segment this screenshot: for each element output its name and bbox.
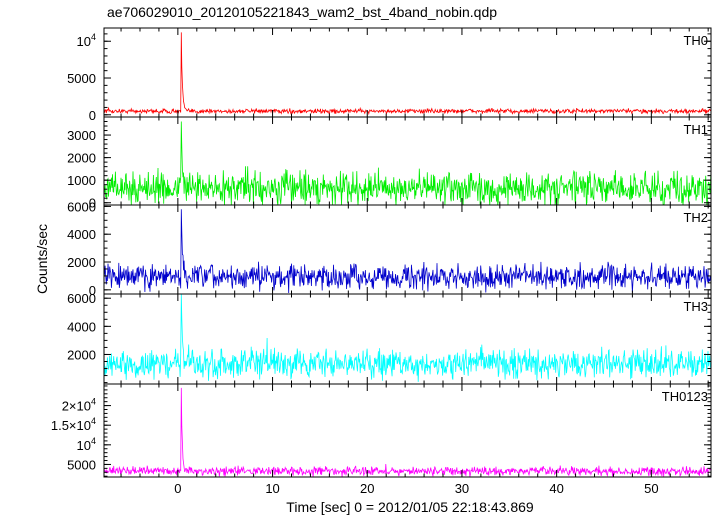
- x-tick-label: 30: [455, 481, 469, 496]
- panel-label: TH3: [683, 299, 708, 314]
- panel-frame: [103, 383, 712, 478]
- y-tick-label: 4000: [67, 227, 96, 242]
- x-axis-label: Time [sec] 0 = 2012/01/05 22:18:43.869: [286, 499, 534, 515]
- y-tick-label: 5000: [67, 457, 96, 472]
- panel-th1: 0 1000 2000 3000 TH1: [67, 116, 712, 211]
- y-tick-label: 1.5×104: [51, 416, 96, 433]
- y-tick-label: 1000: [67, 173, 96, 188]
- panel-th0123: 5000 104 1.5×104 2×104 TH0123: [51, 383, 712, 478]
- panel-th3: 2000 4000 6000 TH3: [67, 291, 712, 385]
- series-th0123: [103, 387, 712, 477]
- x-tick-label: 20: [360, 481, 374, 496]
- y-tick-label: 4000: [67, 319, 96, 334]
- panel-label: TH2: [683, 210, 708, 225]
- y-tick-label: 0: [89, 283, 96, 298]
- y-tick-label: 2000: [67, 347, 96, 362]
- series-th0: [103, 32, 712, 116]
- y-tick-label: 6000: [67, 199, 96, 214]
- panel-label: TH1: [683, 122, 708, 137]
- y-tick-label: 6000: [67, 291, 96, 306]
- y-tick-label: 2000: [67, 151, 96, 166]
- y-tick-label: 0: [89, 108, 96, 123]
- y-tick-label: 104: [77, 32, 96, 49]
- y-axis-label: Counts/sec: [34, 224, 50, 294]
- x-tick-labels: 0 10 20 30 40 50: [174, 481, 658, 496]
- series-th3: [103, 293, 712, 382]
- x-tick-label: 10: [265, 481, 279, 496]
- x-tick-label: 0: [174, 481, 181, 496]
- y-tick-label: 2000: [67, 255, 96, 270]
- x-tick-label: 40: [549, 481, 563, 496]
- panel-label: TH0123: [662, 389, 708, 404]
- y-tick-label: 3000: [67, 128, 96, 143]
- y-tick-label: 2×104: [62, 397, 96, 414]
- panel-label: TH0: [683, 33, 708, 48]
- panels-group: 0 5000 104 TH0 0 1000 2000 3000 TH1 0 2000 4000 6000…: [51, 27, 712, 478]
- series-th2: [103, 209, 712, 294]
- y-tick-label: 5000: [67, 71, 96, 86]
- panel-th0: 0 5000 104 TH0: [67, 27, 712, 123]
- series-th1: [103, 121, 712, 206]
- y-tick-label: 104: [77, 436, 96, 453]
- chart-title: ae706029010_20120105221843_wam2_bst_4ban…: [107, 4, 497, 20]
- panel-th2: 0 2000 4000 6000 TH2: [67, 199, 712, 298]
- panel-frame: [103, 204, 712, 295]
- panel-frame: [103, 27, 712, 118]
- x-tick-label: 50: [644, 481, 658, 496]
- y-tick-label: 0: [89, 196, 96, 211]
